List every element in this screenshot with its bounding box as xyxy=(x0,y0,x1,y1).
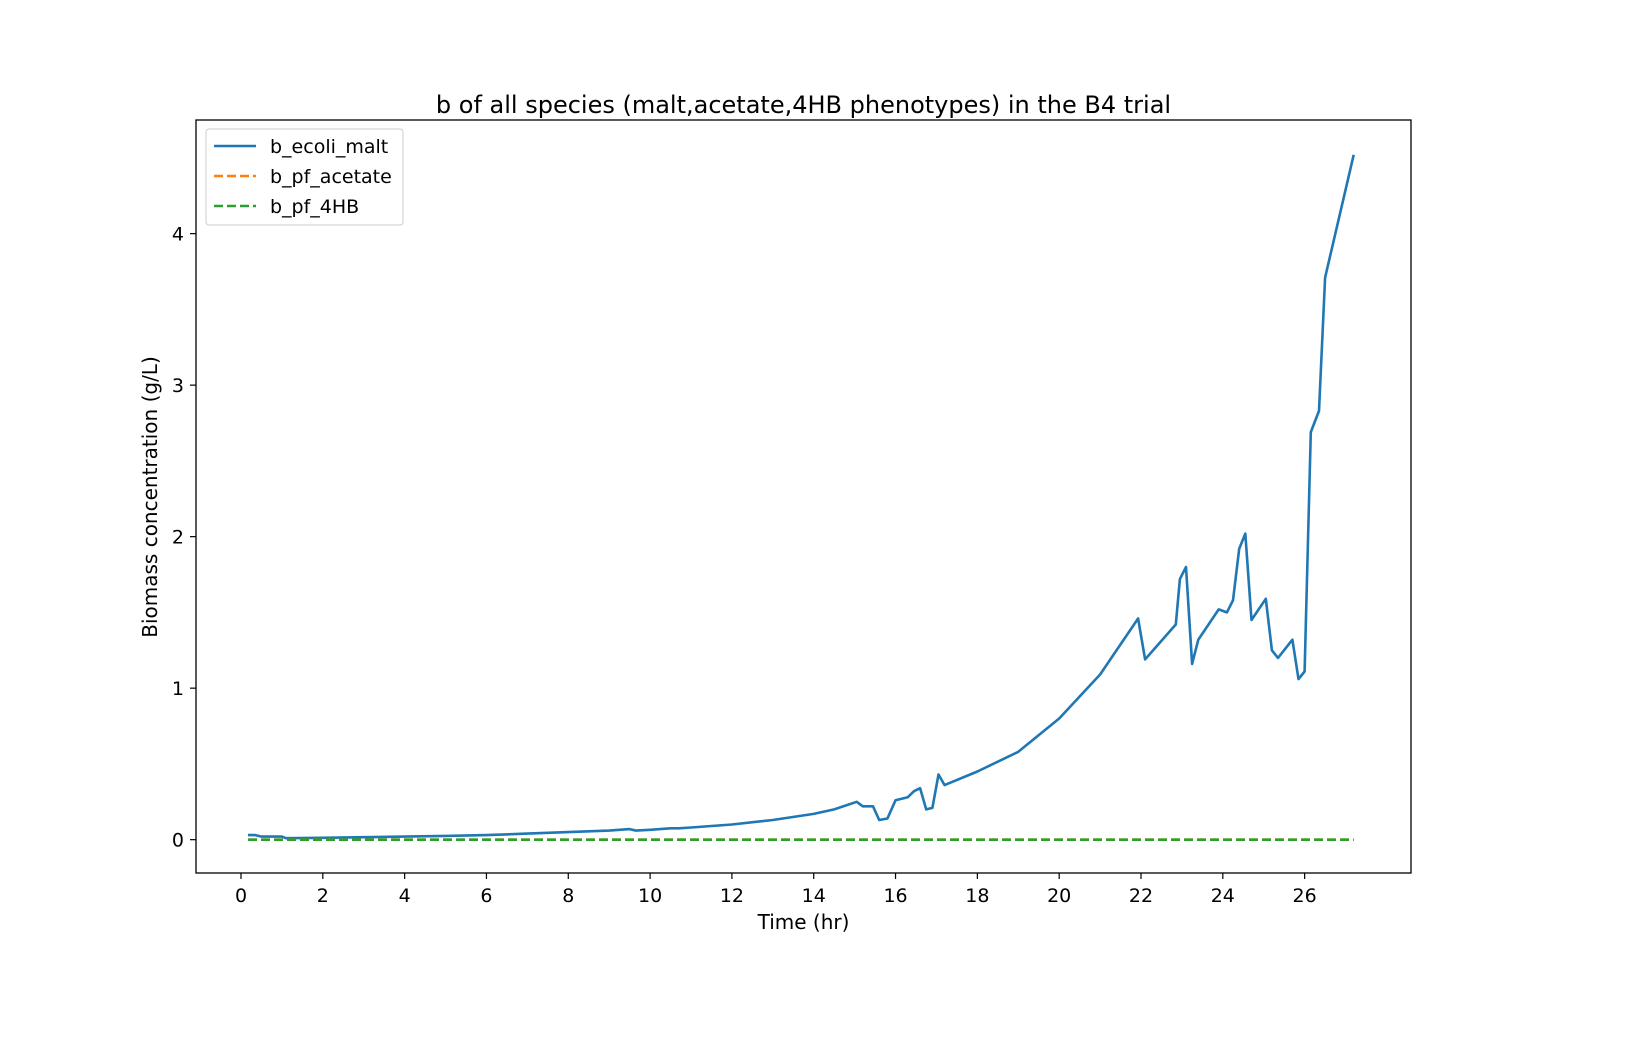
x-tick-label: 0 xyxy=(235,885,247,907)
y-tick-label: 3 xyxy=(172,375,184,397)
x-tick-label: 20 xyxy=(1047,885,1071,907)
legend: b_ecoli_malt b_pf_acetate b_pf_4HB xyxy=(205,128,404,226)
x-tick-label: 14 xyxy=(802,885,826,907)
x-tick-label: 2 xyxy=(317,885,329,907)
x-axis-label: Time (hr) xyxy=(757,910,850,934)
legend-label-b_pf_acetate: b_pf_acetate xyxy=(270,166,392,188)
x-tick-label: 26 xyxy=(1293,885,1317,907)
y-tick-label: 0 xyxy=(172,830,184,852)
x-tick-label: 18 xyxy=(965,885,989,907)
y-tick-label: 1 xyxy=(172,678,184,700)
legend-label-b_ecoli_malt: b_ecoli_malt xyxy=(270,136,388,158)
plot-frame xyxy=(195,119,1412,874)
x-tick-label: 8 xyxy=(562,885,574,907)
x-tick-label: 22 xyxy=(1129,885,1153,907)
legend-box xyxy=(205,128,404,226)
x-tick-label: 12 xyxy=(720,885,744,907)
y-axis-label: Biomass concentration (g/L) xyxy=(138,356,162,638)
x-axis: 0 2 4 6 8 10 12 14 16 18 20 22 24 26 xyxy=(235,873,1317,907)
y-tick-label: 2 xyxy=(172,527,184,549)
y-tick-label: 4 xyxy=(172,224,184,246)
series-layer xyxy=(248,154,1355,842)
x-tick-label: 24 xyxy=(1211,885,1235,907)
chart-title: b of all species (malt,acetate,4HB pheno… xyxy=(436,91,1171,119)
x-tick-label: 16 xyxy=(883,885,907,907)
x-tick-label: 4 xyxy=(399,885,411,907)
y-axis: 0 1 2 3 4 xyxy=(172,224,196,852)
legend-label-b_pf_4HB: b_pf_4HB xyxy=(270,196,359,218)
x-tick-label: 6 xyxy=(480,885,492,907)
series-line-b_ecoli_malt xyxy=(248,154,1355,840)
x-tick-label: 10 xyxy=(638,885,662,907)
